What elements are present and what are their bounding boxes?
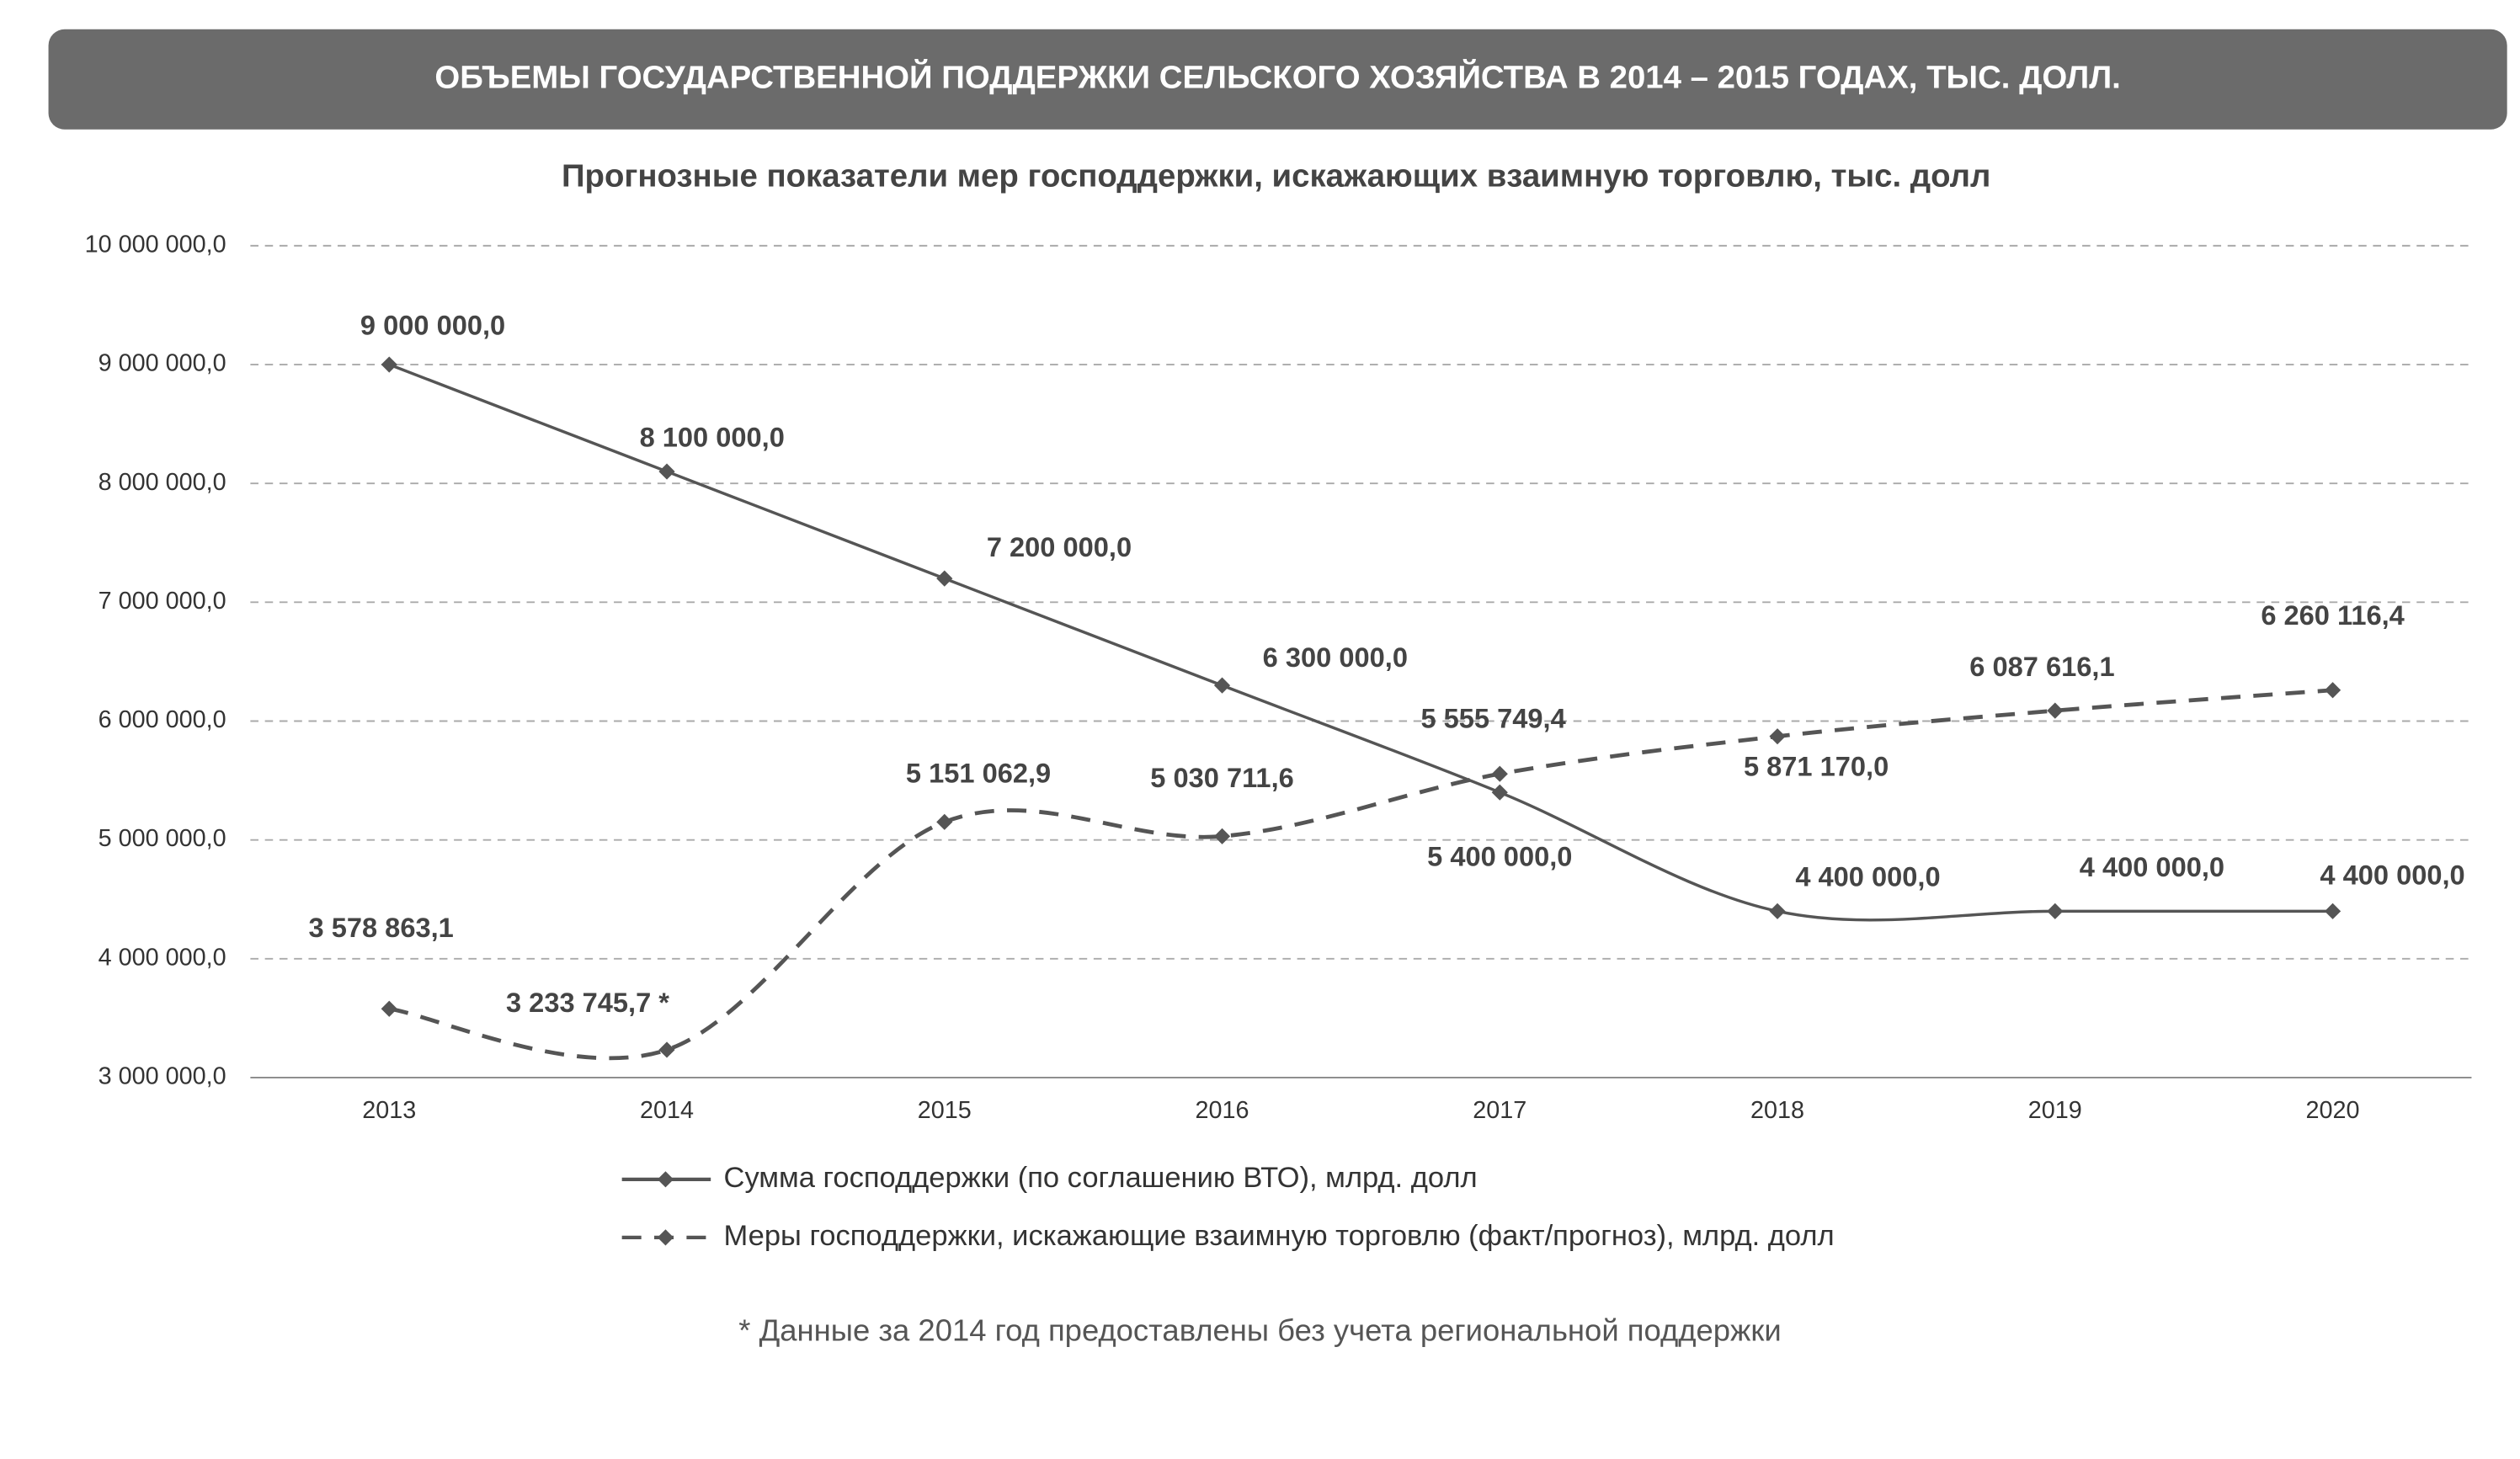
data-label: 3 578 863,1 (309, 912, 454, 943)
y-tick-label: 8 000 000,0 (99, 469, 226, 496)
y-tick-label: 6 000 000,0 (99, 706, 226, 733)
point-marker (1491, 765, 1508, 782)
y-tick-label: 7 000 000,0 (99, 588, 226, 615)
y-tick-label: 10 000 000,0 (85, 231, 226, 258)
point-marker (1213, 677, 1231, 694)
legend-marker (657, 1171, 674, 1188)
data-label: 8 100 000,0 (640, 421, 785, 452)
series-line (388, 363, 2333, 922)
chart-title: ОБЪЕМЫ ГОСУДАРСТВЕННОЙ ПОДДЕРЖКИ СЕЛЬСКО… (434, 57, 2120, 95)
point-marker (936, 813, 953, 830)
x-tick-label: 2019 (2028, 1097, 2082, 1124)
x-tick-label: 2013 (362, 1097, 416, 1124)
title-bar (48, 29, 2507, 130)
point-marker (2324, 682, 2342, 699)
point-marker (2047, 702, 2064, 719)
point-marker (2047, 903, 2064, 919)
data-label: 5 871 170,0 (1744, 751, 1889, 782)
point-marker (1769, 903, 1786, 919)
chart-subtitle: Прогнозные показатели мер господдержки, … (562, 157, 1990, 194)
data-label: 7 200 000,0 (987, 531, 1132, 562)
data-label: 9 000 000,0 (360, 310, 505, 341)
x-tick-label: 2015 (918, 1097, 972, 1124)
point-marker (1769, 728, 1786, 745)
x-tick-label: 2016 (1196, 1097, 1249, 1124)
data-label: 5 555 749,4 (1420, 702, 1565, 733)
data-label: 3 233 745,7 * (506, 987, 669, 1018)
y-tick-label: 5 000 000,0 (99, 825, 226, 852)
data-label: 6 087 616,1 (1969, 651, 2114, 682)
point-marker (381, 1000, 397, 1017)
point-marker (1213, 828, 1231, 844)
x-tick-label: 2018 (1750, 1097, 1804, 1124)
y-tick-label: 9 000 000,0 (99, 350, 226, 377)
series-line (388, 688, 2333, 1061)
legend-marker (657, 1229, 674, 1246)
point-marker (658, 463, 675, 480)
footnote: * Данные за 2014 год предоставлены без у… (738, 1313, 1781, 1348)
data-label: 4 400 000,0 (1795, 861, 1940, 892)
x-tick-label: 2014 (640, 1097, 694, 1124)
x-tick-label: 2017 (1473, 1097, 1526, 1124)
data-label: 6 300 000,0 (1263, 642, 1408, 673)
data-label: 5 151 062,9 (906, 757, 1051, 788)
y-tick-label: 4 000 000,0 (99, 944, 226, 971)
legend-label: Меры господдержки, искажающие взаимную т… (724, 1220, 1835, 1252)
point-marker (658, 1041, 675, 1058)
data-label: 6 260 116,4 (2261, 599, 2404, 631)
point-marker (936, 570, 953, 587)
data-label: 5 030 711,6 (1150, 762, 1293, 793)
data-label: 4 400 000,0 (2080, 851, 2224, 882)
point-marker (1491, 784, 1508, 801)
data-label: 4 400 000,0 (2320, 860, 2464, 891)
point-marker (381, 356, 397, 373)
data-label: 5 400 000,0 (1427, 840, 1572, 871)
y-tick-label: 3 000 000,0 (99, 1063, 226, 1090)
legend-label: Сумма господдержки (по соглашению ВТО), … (724, 1162, 1478, 1194)
x-tick-label: 2020 (2306, 1097, 2360, 1124)
point-marker (2324, 903, 2342, 919)
